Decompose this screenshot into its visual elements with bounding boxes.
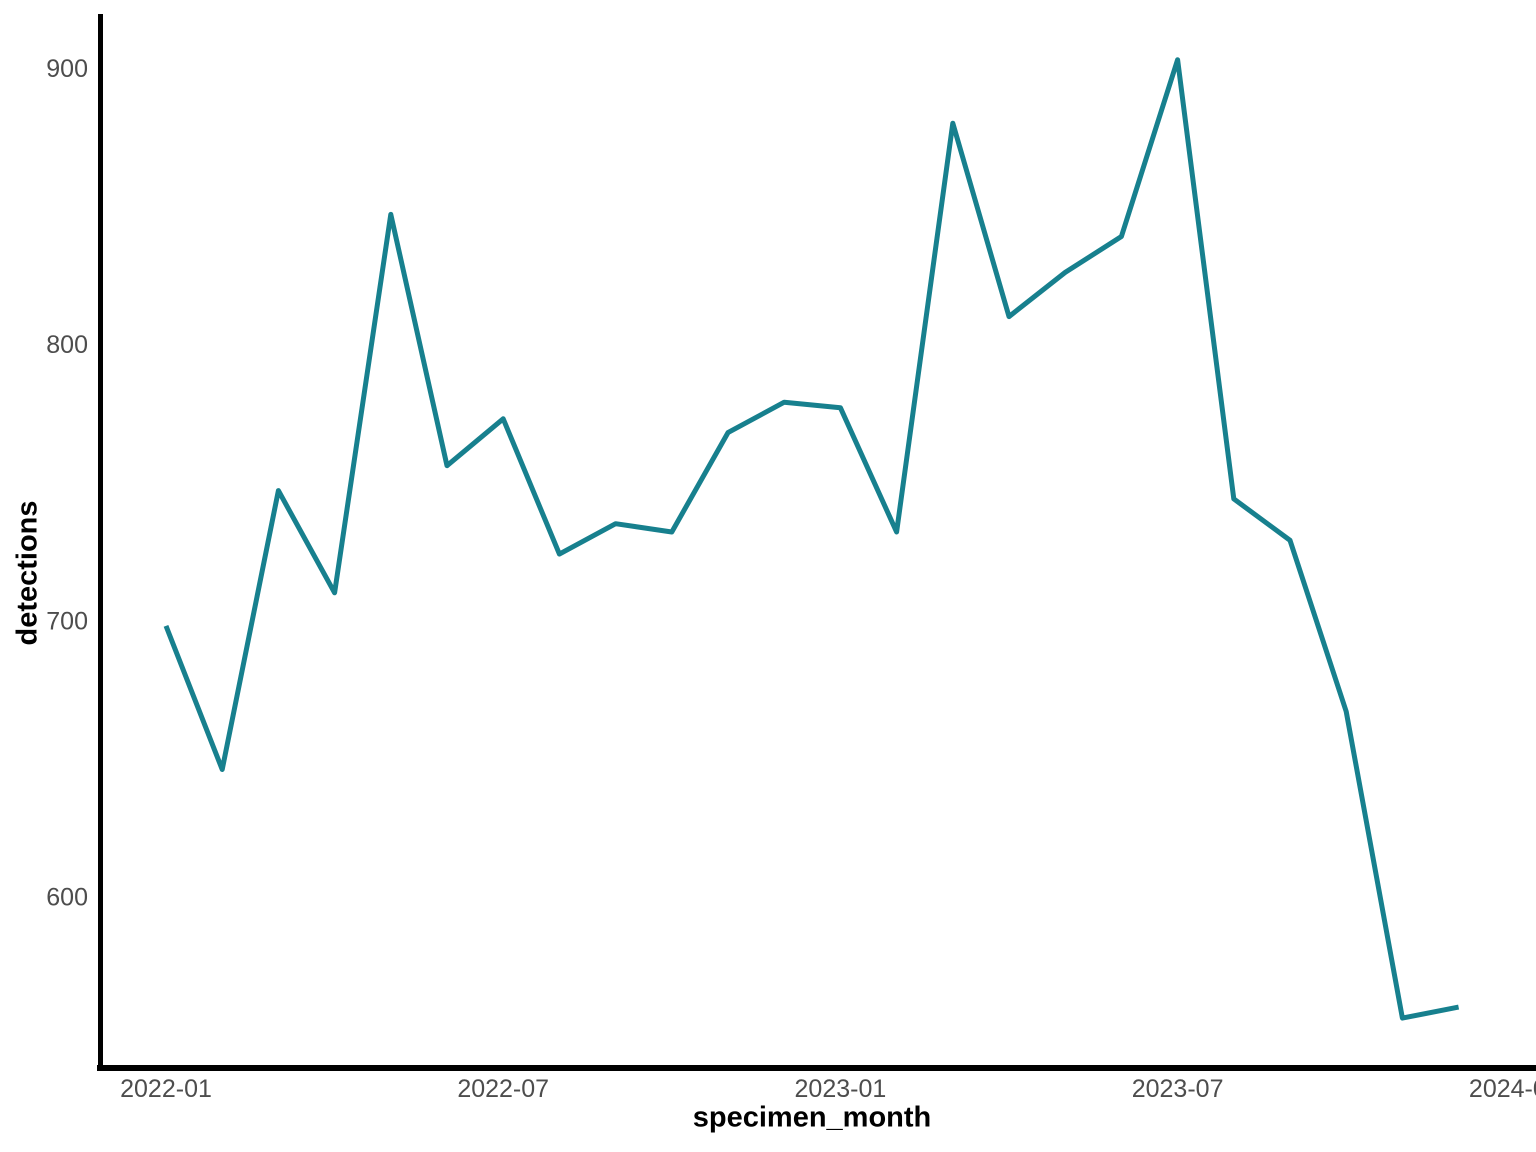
y-tick-label: 800 bbox=[46, 331, 88, 359]
y-axis-tick-labels: 600 700 800 900 bbox=[46, 55, 88, 912]
y-tick-label: 900 bbox=[46, 55, 88, 83]
y-tick-label: 700 bbox=[46, 607, 88, 635]
x-tick-label: 2023-01 bbox=[795, 1075, 887, 1103]
x-tick-label: 2022-07 bbox=[457, 1075, 549, 1103]
x-tick-label: 2024-01 bbox=[1469, 1075, 1536, 1103]
series-group bbox=[163, 57, 1460, 1021]
y-tick-label: 600 bbox=[46, 884, 88, 912]
x-axis-title: specimen_month bbox=[692, 1101, 932, 1134]
x-tick-label: 2023-07 bbox=[1132, 1075, 1224, 1103]
y-axis-title: detections bbox=[11, 500, 44, 646]
detections-line-series bbox=[163, 57, 1460, 1021]
x-tick-label: 2022-01 bbox=[120, 1075, 212, 1103]
x-axis-tick-labels: 2022-01 2022-07 2023-01 2023-07 2024-01 bbox=[120, 1075, 1536, 1103]
